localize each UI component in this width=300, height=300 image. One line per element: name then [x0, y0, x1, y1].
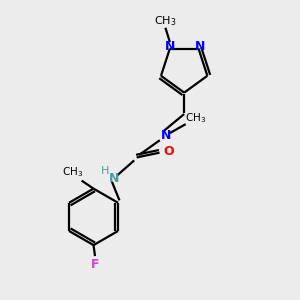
- Text: F: F: [91, 258, 99, 271]
- Text: N: N: [195, 40, 205, 53]
- Text: O: O: [163, 145, 174, 158]
- Text: N: N: [165, 40, 175, 53]
- Text: CH$_3$: CH$_3$: [154, 14, 177, 28]
- Text: CH$_3$: CH$_3$: [62, 165, 83, 178]
- Text: H: H: [100, 166, 109, 176]
- Text: N: N: [109, 172, 119, 185]
- Text: CH$_3$: CH$_3$: [185, 111, 206, 125]
- Text: N: N: [160, 129, 171, 142]
